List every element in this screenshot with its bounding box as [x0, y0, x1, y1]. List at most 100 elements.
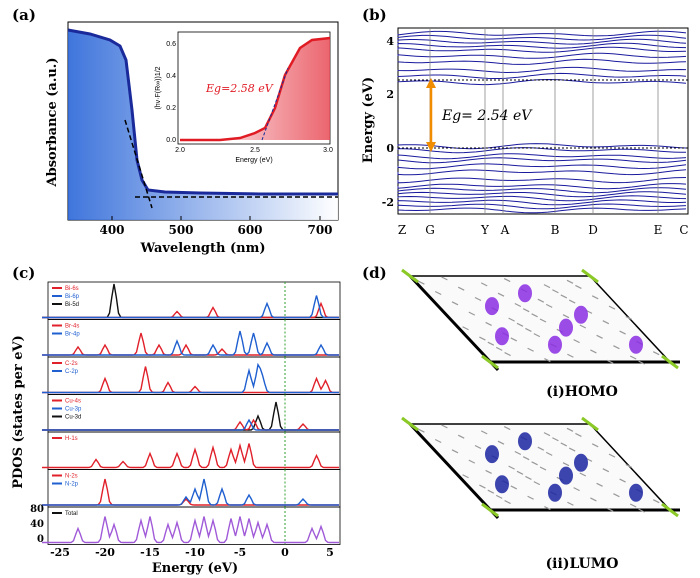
panel-b-frame	[397, 27, 689, 215]
panel-a-xticks: 400 500 600 700	[99, 216, 333, 237]
ytick-4: 4	[386, 35, 394, 48]
kpoint-b: B	[551, 223, 560, 237]
xtick-m5: -5	[234, 546, 246, 559]
pdos-curve	[42, 442, 339, 469]
inset-curve	[180, 36, 331, 142]
bond	[591, 295, 599, 300]
bond	[468, 311, 476, 316]
pdos-curve	[42, 516, 339, 544]
panel-b-eg-label: Eg= 2.54 eV	[441, 108, 533, 124]
bond	[560, 442, 568, 447]
legend-label: N-2s	[65, 474, 78, 480]
panel-b-yticks: 4 2 0 -2	[382, 35, 395, 209]
panel-label-a: (a)	[12, 6, 36, 24]
bond	[567, 501, 574, 506]
tick-700: 700	[307, 223, 332, 237]
pdos-row: Cu-4s Cu-3p Cu-3d	[42, 394, 341, 433]
pdos-row-frame	[47, 394, 341, 433]
panel-label-b: (b)	[362, 6, 387, 24]
panel-a: (a) 400 500 600 700 Wavelength (nm) Abso…	[0, 0, 350, 262]
band-line	[397, 203, 687, 210]
bond	[468, 459, 476, 464]
bond	[591, 443, 599, 448]
kpoint-d: D	[588, 223, 598, 237]
gap-arrow	[426, 78, 436, 152]
xtick-0: 0	[281, 546, 289, 559]
orbital-lobe	[548, 483, 562, 502]
bond	[451, 449, 459, 454]
bond	[560, 294, 568, 299]
inset-xtick-1: 2.5	[250, 147, 260, 154]
xtick-m20: -20	[95, 546, 115, 559]
corner-atom	[581, 416, 599, 432]
bond	[527, 347, 534, 352]
legend-label: Cu-3p	[65, 407, 82, 413]
bond	[537, 298, 545, 303]
pdos-curve	[42, 283, 339, 319]
orbital-lobe	[485, 445, 499, 464]
bond	[514, 302, 522, 308]
band-line	[397, 72, 687, 79]
homo-cell	[401, 268, 680, 372]
kpoint-y: Y	[480, 223, 490, 237]
bond	[508, 317, 515, 322]
band-line	[397, 191, 687, 198]
orbital-lobe	[548, 335, 562, 354]
bond	[544, 506, 551, 511]
bond	[503, 278, 511, 283]
bond	[479, 336, 486, 341]
pdos-row-frame	[47, 356, 341, 395]
panel-d: (d) (i)HOMO (ii)LUMO	[350, 262, 700, 578]
inset-ytick-1: 0.2	[166, 105, 176, 112]
bond	[516, 470, 524, 475]
bond	[596, 334, 603, 339]
bond	[457, 286, 465, 291]
bond	[613, 345, 620, 350]
pdos-row: Total	[42, 506, 341, 545]
panel-label-c: (c)	[12, 264, 35, 282]
band-line	[397, 42, 687, 49]
bond	[537, 446, 545, 451]
tick-600: 600	[237, 223, 262, 237]
bond	[629, 355, 637, 360]
bond	[568, 299, 576, 304]
legend-label: H-1s	[65, 436, 78, 442]
bond	[629, 503, 637, 508]
kpoint-e: E	[654, 223, 663, 237]
bond	[613, 493, 620, 498]
bond	[457, 434, 465, 439]
panel-c-svg: (c) Bi-6s Bi-6p Bi-5d Br-4s Br-4p C-2s C-2p Cu-…	[11, 264, 341, 576]
legend-label: Bi-6p	[65, 294, 80, 300]
orbital-lobe	[518, 432, 532, 451]
bond	[441, 276, 448, 281]
bond	[474, 444, 482, 450]
homo-label: (i)HOMO	[546, 384, 618, 400]
orbital-lobe	[559, 318, 573, 337]
band-line	[397, 195, 687, 202]
bond	[625, 315, 633, 320]
bond	[562, 462, 570, 467]
kpoint-z: Z	[398, 223, 406, 237]
bond	[474, 296, 482, 302]
ytick-m2: -2	[382, 196, 394, 209]
corner-atom	[581, 268, 599, 284]
band-line	[397, 34, 687, 41]
corner-atom	[401, 268, 419, 284]
bond	[504, 500, 511, 505]
bond	[596, 482, 603, 487]
total-yticks: 80 40 0	[30, 504, 44, 545]
bond	[568, 447, 576, 452]
panel-a-ylabel: Absorbance (a.u.)	[45, 58, 60, 188]
corner-atom	[401, 416, 419, 432]
panel-c-xticks: -25 -20 -15 -10 -5 0 5	[50, 546, 334, 559]
bond	[575, 432, 582, 437]
tangent-line	[124, 119, 153, 209]
panel-c-xlabel: Energy (eV)	[152, 561, 238, 576]
pdos-curve	[42, 418, 339, 431]
bond	[619, 478, 626, 483]
bond	[525, 327, 532, 332]
orbital-lobe	[629, 483, 643, 502]
corner-atom	[481, 502, 499, 518]
pdos-curve	[42, 366, 339, 394]
band-line	[397, 163, 687, 170]
